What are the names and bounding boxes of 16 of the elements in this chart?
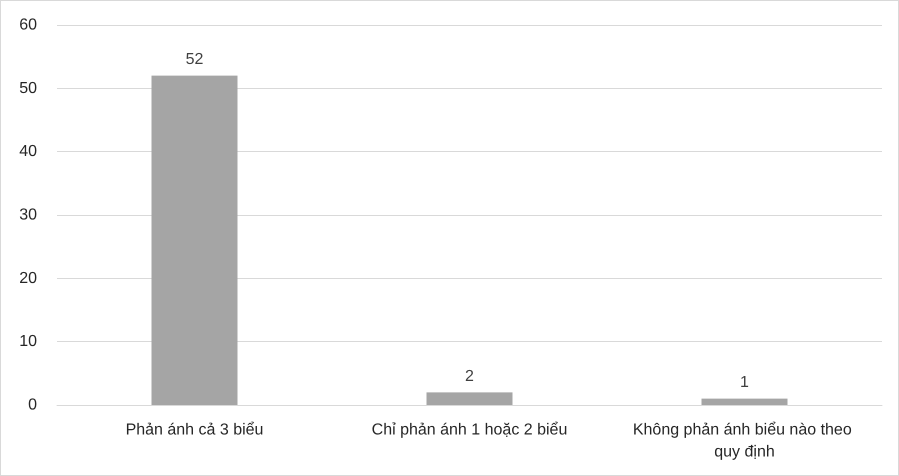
bar bbox=[702, 398, 788, 405]
bar bbox=[426, 392, 512, 405]
x-tick-label: Không phản ánh biểu nào theo quy định bbox=[632, 422, 856, 460]
data-label: 1 bbox=[740, 374, 750, 392]
data-label: 2 bbox=[465, 368, 474, 385]
bar bbox=[152, 76, 238, 405]
y-tick-label: 60 bbox=[19, 16, 38, 34]
y-tick-label: 40 bbox=[19, 143, 38, 160]
y-tick-label: 50 bbox=[19, 80, 38, 97]
data-label: 52 bbox=[186, 51, 204, 68]
y-tick-label: 30 bbox=[19, 206, 38, 224]
x-tick-label: Chỉ phản ánh 1 hoặc 2 biểu bbox=[372, 422, 568, 438]
y-tick-label: 10 bbox=[19, 333, 38, 350]
y-tick-label: 20 bbox=[19, 270, 38, 287]
x-tick-label: Phản ánh cả 3 biểu bbox=[126, 422, 264, 438]
y-tick-label: 0 bbox=[28, 396, 38, 414]
